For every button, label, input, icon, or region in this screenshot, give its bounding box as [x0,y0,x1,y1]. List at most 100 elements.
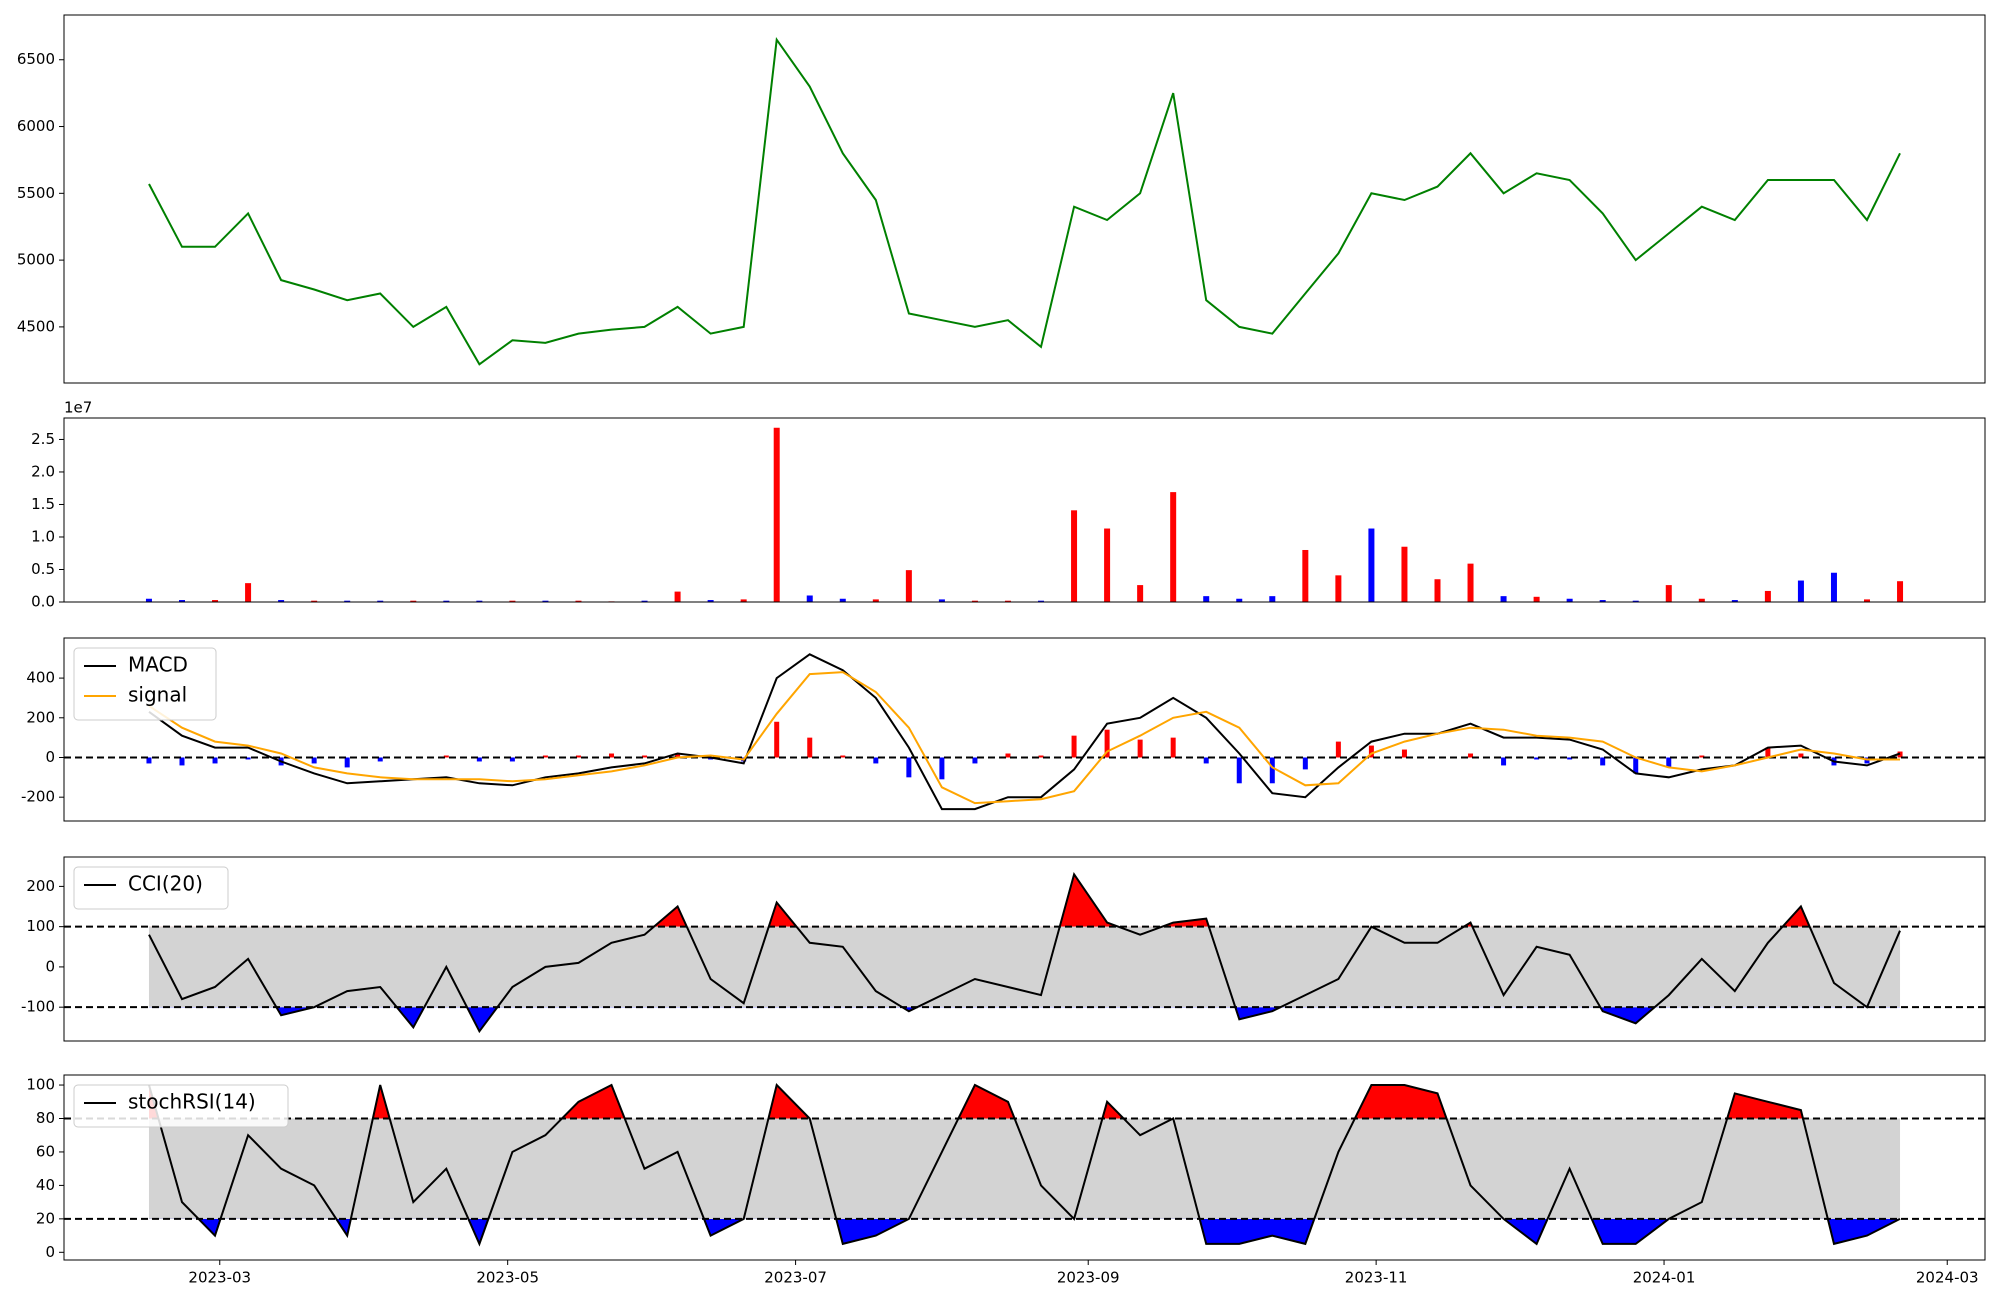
volume-bar [839,598,846,602]
histogram-bar [873,757,879,764]
volume-bar [740,599,747,602]
volume-bar [641,600,648,602]
volume-bar [145,598,152,602]
y-tick-label: 80 [36,1109,55,1127]
volume-bar [1302,549,1309,602]
x-tick-label: 2024-01 [1633,1269,1696,1287]
volume-bar [1797,580,1804,602]
volume-bar [1004,600,1011,602]
volume-bar [542,600,549,602]
volume-bar [344,600,351,602]
volume-bar [1698,598,1705,602]
volume-bar [905,570,912,602]
y-tick-label: 40 [36,1176,55,1194]
histogram-bar [774,721,780,758]
histogram-bar [1104,729,1110,758]
y-tick-label: 400 [26,669,55,687]
histogram-bar [212,757,218,764]
histogram-bar [1534,757,1540,760]
histogram-bar [642,755,648,758]
offset-label: 1e7 [64,399,92,417]
volume-bar [1071,510,1078,602]
y-tick-label: 0 [45,1243,55,1261]
y-tick-label: 20 [36,1209,55,1227]
histogram-bar [1170,737,1176,758]
y-tick-label: 100 [26,917,55,935]
y-tick-label: 100 [26,1076,55,1094]
volume-bar [872,599,879,602]
x-tick-label: 2024-03 [1916,1269,1979,1287]
x-tick-label: 2023-03 [188,1269,251,1287]
series-line [148,671,1900,805]
volume-bar [1401,546,1408,602]
y-tick-label: 6000 [17,117,55,135]
histogram-bar [939,757,945,780]
volume-bar [1269,596,1276,602]
histogram-bar [1203,757,1209,764]
histogram-bar [443,755,449,758]
histogram-bar [377,757,383,762]
y-tick-label: 0.5 [31,560,55,578]
histogram-bar [476,757,482,762]
y-tick-label: 0 [45,748,55,766]
histogram-bar [1699,755,1705,758]
volume-bar [1864,599,1871,602]
band [148,1118,1901,1219]
volume-bar [1599,600,1606,602]
volume-bar [178,600,185,602]
histogram-bar [906,757,912,778]
histogram-bar [1468,753,1474,758]
volume-bar [443,600,450,602]
histogram-bar [1798,753,1804,758]
plot-frame [63,856,1986,1042]
histogram-bar [179,757,185,766]
volume-bar [971,600,978,602]
volume-bar [938,599,945,602]
legend-label: MACD [128,653,188,677]
volume-bar [1335,575,1342,602]
histogram-bar [1236,757,1242,784]
y-tick-label: -100 [21,998,55,1016]
volume-bar [674,591,681,602]
legend-label: stochRSI(14) [128,1090,256,1114]
y-tick-label: 0 [45,957,55,975]
histogram-bar [311,757,317,764]
volume-bar [1566,598,1573,602]
histogram-bar [1501,757,1507,766]
volume-bar [1368,528,1375,602]
histogram-bar [1302,757,1308,770]
histogram-bar [609,753,615,758]
plot-frame [63,1074,1986,1261]
volume-bar [1500,596,1507,602]
histogram-bar [1269,757,1275,784]
x-tick-label: 2023-05 [476,1269,539,1287]
volume-bar [1533,596,1540,602]
histogram-bar [509,757,515,762]
series-line [148,871,1901,1034]
volume-bar [575,600,582,602]
y-tick-label: 0.0 [31,593,55,611]
plot-frame [63,14,1986,384]
y-tick-label: 1.5 [31,495,55,513]
y-tick-label: 1.0 [31,527,55,545]
volume-bar [509,600,516,602]
volume-bar [476,600,483,602]
y-tick-label: 2.0 [31,462,55,480]
histogram-bar [1005,753,1011,758]
volume-bar [1170,492,1177,602]
price-line [148,36,1901,366]
volume-bar [1236,598,1243,602]
volume-bar [1434,579,1441,602]
histogram-bar [575,755,581,758]
histogram-bar [1567,757,1573,760]
volume-bar [1665,585,1672,602]
volume-bar [1764,590,1771,602]
histogram-bar [1633,757,1639,774]
plot-frame [63,417,1986,603]
histogram-bar [245,757,251,760]
volume-bar [806,595,813,602]
y-tick-label: -200 [21,788,55,806]
volume-bar [311,600,318,602]
histogram-bar [675,753,681,758]
